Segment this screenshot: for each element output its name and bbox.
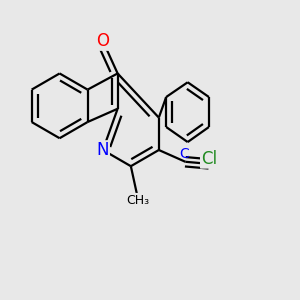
Text: N: N xyxy=(206,149,216,164)
Text: Cl: Cl xyxy=(201,150,217,168)
Text: N: N xyxy=(97,141,109,159)
Text: O: O xyxy=(96,32,110,50)
Text: C: C xyxy=(179,147,189,161)
Text: CH₃: CH₃ xyxy=(127,194,150,207)
